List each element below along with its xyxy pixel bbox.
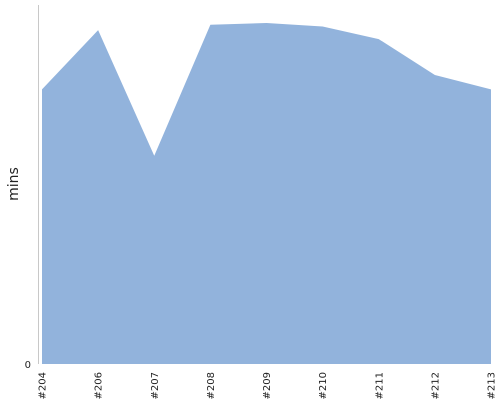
y-axis-label: mins — [6, 167, 22, 201]
x-tick-label-208: #208 — [206, 372, 217, 399]
x-tick-label-213: #213 — [487, 372, 498, 399]
x-tick-label-206: #206 — [94, 372, 105, 399]
x-tick-labels: #204 #206 #207 #208 #209 #210 #211 #212 #213 — [38, 372, 498, 399]
x-tick-label-210: #210 — [318, 372, 329, 399]
x-tick-label-209: #209 — [262, 372, 273, 399]
plot-area — [42, 22, 491, 364]
y-tick-label-0: 0 — [25, 360, 31, 371]
x-tick-label-212: #212 — [430, 372, 441, 399]
area-series-0 — [42, 22, 491, 364]
x-tick-label-204: #204 — [38, 372, 49, 399]
x-tick-label-211: #211 — [374, 372, 385, 399]
x-tick-label-207: #207 — [150, 372, 161, 399]
